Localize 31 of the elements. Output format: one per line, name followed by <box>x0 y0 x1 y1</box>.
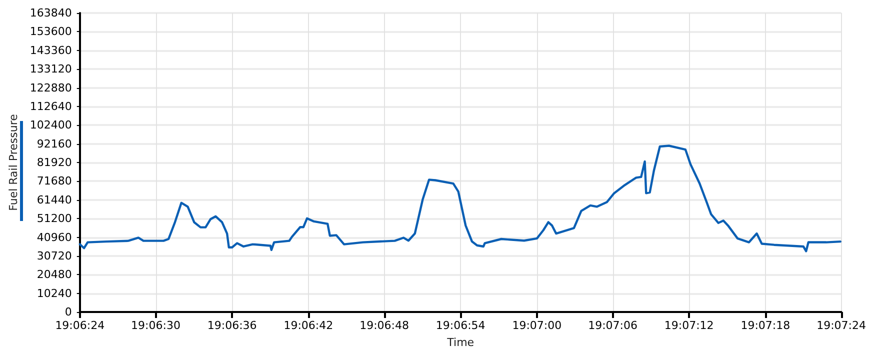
y-tick-label: 81920 <box>36 156 72 169</box>
x-tick-label: 19:06:24 <box>55 319 105 332</box>
y-tick-label: 40960 <box>36 230 72 244</box>
y-tick-label: 143360 <box>30 44 72 57</box>
x-tick-label: 19:06:54 <box>436 319 486 332</box>
y-axis-title: Fuel Rail Pressure <box>7 114 20 211</box>
x-tick-label: 19:07:12 <box>664 319 714 332</box>
x-tick-label: 19:07:06 <box>588 319 638 332</box>
x-tick-label: 19:07:24 <box>816 319 866 332</box>
y-tick-label: 122880 <box>30 81 72 94</box>
y-tick-label: 61440 <box>36 193 72 206</box>
y-tick-label: 30720 <box>36 249 72 262</box>
x-tick-label: 19:06:30 <box>131 319 180 332</box>
y-tick-label: 0 <box>64 306 72 318</box>
x-tick-label: 19:07:00 <box>512 319 562 332</box>
x-tick-label: 19:06:42 <box>284 319 334 332</box>
x-tick-label: 19:06:36 <box>207 319 257 332</box>
y-tick-label: 153600 <box>30 25 72 38</box>
y-tick-label: 112640 <box>30 100 72 113</box>
y-tick-label: 71680 <box>36 174 72 188</box>
y-tick-label: 20480 <box>36 268 72 282</box>
y-tick-label: 163840 <box>30 6 72 20</box>
line-series <box>78 144 842 252</box>
x-axis-title: Time <box>446 336 474 349</box>
y-tick-label: 51200 <box>36 212 72 226</box>
y-tick-label: 102400 <box>30 118 72 132</box>
x-tick-label: 19:06:48 <box>360 319 409 332</box>
y-tick-label: 133120 <box>30 62 72 76</box>
y-tick-label: 92160 <box>36 137 72 150</box>
x-tick-label: 19:07:18 <box>740 319 790 332</box>
y-tick-label: 10240 <box>36 286 72 300</box>
